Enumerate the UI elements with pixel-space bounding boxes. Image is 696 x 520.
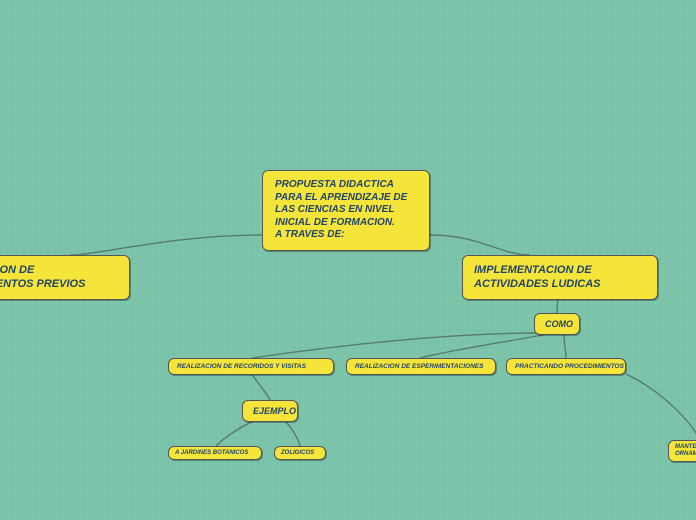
mindmap-stage: PROPUESTA DIDACTICAPARA EL APRENDIZAJE D… — [0, 0, 696, 520]
main-right-node: IMPLEMENTACION DEACTIVIDADES LUDICAS — [462, 255, 658, 300]
como-node: COMO — [534, 313, 580, 335]
root-node: PROPUESTA DIDACTICAPARA EL APRENDIZAJE D… — [262, 170, 430, 251]
leaf-node: ZOLIGICOS — [274, 446, 326, 460]
level3-node: REALIZACION DE ESPERIMENTACIONES — [346, 358, 496, 375]
leaf-node: A JARDINES BOTANICOS — [168, 446, 262, 460]
main-left-node: AGACION DEOCIMIENTOS PREVIOS — [0, 255, 130, 300]
ejemplo-node: EJEMPLO — [242, 400, 298, 422]
level3-node: PRACTICANDO PROCEDIMIENTOS — [506, 358, 626, 375]
mantener-node: MANTENERORNAMENTA — [668, 440, 696, 462]
level3-node: REALIZACION DE RECORIDOS Y VISITAS — [168, 358, 334, 375]
